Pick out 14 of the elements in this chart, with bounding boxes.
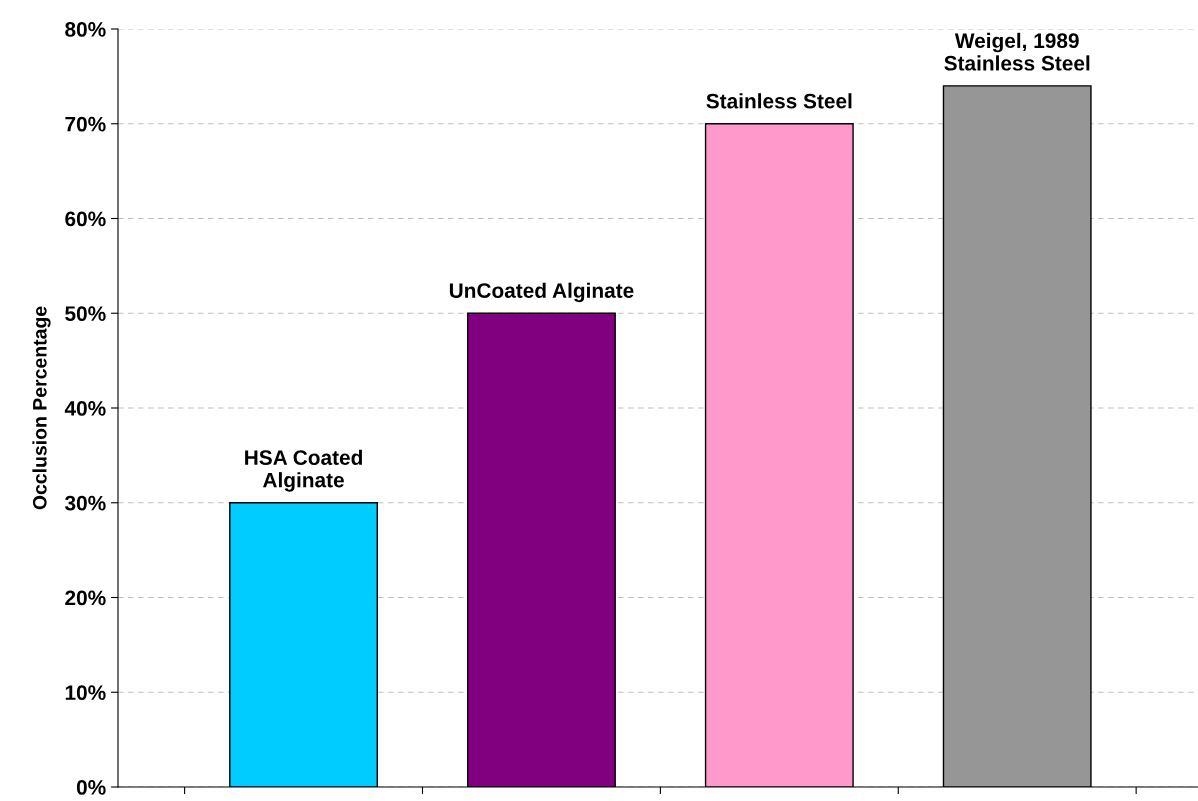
- y-tick-label: 50%: [65, 306, 106, 321]
- y-tick-label: 0%: [76, 780, 106, 795]
- x-tick-label: Stainless Steel: [706, 93, 852, 109]
- y-tick-label: 20%: [65, 590, 106, 606]
- y-tick-label: 40%: [64, 401, 106, 416]
- x-tick-label: UnCoated Alginate: [449, 282, 634, 303]
- y-tick-label: 10%: [65, 685, 106, 700]
- y-tick-label: 80%: [65, 22, 106, 37]
- y-tick-label: 30%: [64, 495, 106, 511]
- y-axis-title: Occlusion Percentage: [32, 306, 51, 510]
- y-tick-label: 60%: [65, 211, 106, 227]
- x-tick-label: Weigel, 1989 Stainless Steel: [944, 32, 1090, 71]
- x-tick-label: HSA Coated Alginate: [245, 449, 362, 492]
- y-tick-label: 70%: [65, 116, 106, 132]
